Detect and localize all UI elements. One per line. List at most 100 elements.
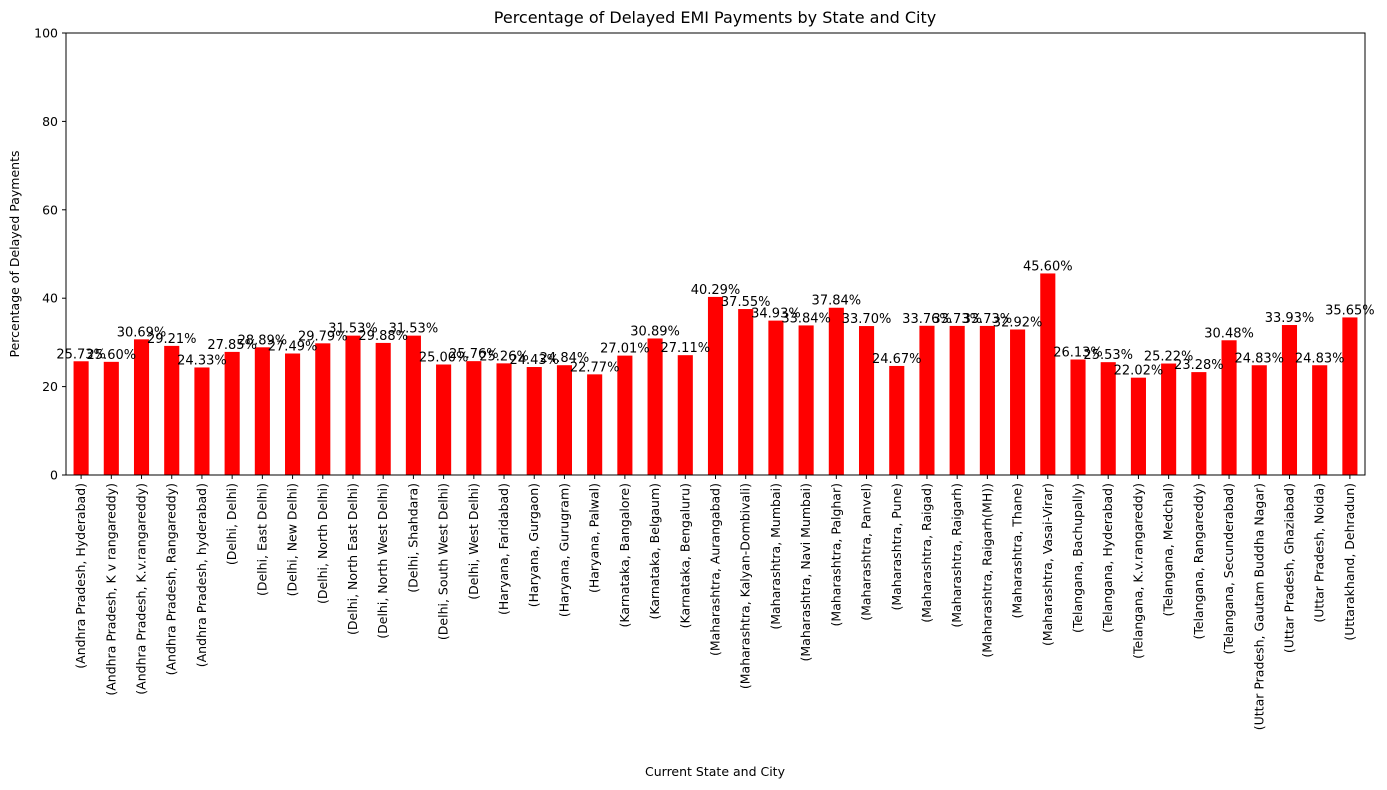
y-tick-label: 40 [42, 291, 58, 306]
x-tick-label: (Maharashtra, Raigarh) [949, 483, 964, 628]
data-label: 25.22% [1144, 350, 1194, 365]
x-tick-label: (Delhi, Delhi) [224, 483, 239, 565]
bar [1100, 362, 1116, 475]
data-label: 30.89% [630, 324, 680, 339]
data-label: 25.76% [449, 347, 499, 362]
data-label: 34.93% [751, 307, 801, 322]
data-label: 25.26% [479, 349, 529, 364]
x-tick-label: (Andhra Pradesh, K v rangareddy) [103, 483, 118, 696]
data-label: 26.13% [1053, 346, 1103, 361]
x-tick-label: (Delhi, North East Delhi) [345, 483, 360, 635]
bar [587, 374, 603, 475]
x-tick-label: (Delhi, South West Delhi) [436, 483, 451, 640]
x-tick-label: (Delhi, North West Delhi) [375, 483, 390, 639]
data-label: 25.73% [56, 347, 106, 362]
y-tick-label: 0 [50, 468, 58, 483]
data-label: 32.92% [993, 315, 1043, 330]
bar [375, 342, 391, 475]
x-tick-label: (Haryana, Gurgaon) [526, 483, 541, 607]
bar [647, 338, 663, 475]
x-tick-label: (Telangana, K.v.rangareddy) [1130, 483, 1145, 659]
x-tick-label: (Uttar Pradesh, Ghaziabad) [1281, 483, 1296, 653]
bar [738, 309, 754, 475]
data-label: 24.43% [509, 353, 559, 368]
bar [436, 364, 452, 475]
x-tick-label: (Maharashtra, Raigad) [919, 483, 934, 623]
data-label: 33.70% [842, 312, 892, 327]
x-tick-label: (Maharashtra, Pune) [889, 483, 904, 611]
y-axis-ticks: 0 20 40 60 80 100 [34, 26, 66, 483]
bars-group [73, 273, 1358, 475]
x-tick-label: (Haryana, Palwal) [587, 483, 602, 593]
data-label: 27.01% [600, 342, 650, 357]
x-tick-label: (Delhi, Shahdara) [405, 483, 420, 593]
x-tick-label: (Telangana, Hyderabad) [1100, 483, 1115, 633]
x-axis-ticks: (Andhra Pradesh, Hyderabad) (Andhra Prade… [73, 475, 1357, 730]
bar [103, 361, 119, 475]
x-tick-label: (Maharashtra, Kalyan-Dombivali) [738, 483, 753, 689]
x-tick-label: (Maharashtra, Navi Mumbai) [798, 483, 813, 661]
x-tick-label: (Maharashtra, Palghar) [828, 483, 843, 626]
data-label: 30.69% [117, 325, 167, 340]
bar [466, 361, 482, 475]
y-tick-label: 100 [34, 26, 58, 41]
bar [889, 365, 905, 475]
x-tick-label: (Telangana, Rangareddy) [1191, 483, 1206, 640]
data-label: 37.84% [812, 294, 862, 309]
x-tick-label: (Telangana, Medchal) [1161, 483, 1176, 616]
data-label: 27.11% [661, 341, 711, 356]
x-tick-label: (Karnataka, Bengaluru) [677, 483, 692, 628]
bar [707, 296, 724, 475]
data-labels-group: 25.73%25.60% 30.69%29.21% 24.33%27.85%28.8… [56, 259, 1374, 378]
data-label: 35.65% [1325, 303, 1375, 318]
data-label: 30.48% [1204, 326, 1254, 341]
x-tick-label: (Uttar Pradesh, Noida) [1312, 483, 1327, 623]
bar [73, 361, 89, 475]
bar [1191, 372, 1207, 475]
x-tick-label: (Maharashtra, Mumbai) [768, 483, 783, 630]
bar [1130, 377, 1146, 475]
bar [496, 363, 512, 475]
data-label: 27.85% [207, 338, 257, 353]
x-tick-label: (Andhra Pradesh, K.v.rangareddy) [134, 483, 149, 695]
data-label: 33.93% [1265, 311, 1315, 326]
bar [254, 347, 270, 475]
data-label: 29.79% [298, 329, 348, 344]
y-axis-label: Percentage of Delayed Payments [7, 151, 22, 358]
bar [285, 353, 301, 475]
bar [556, 365, 573, 475]
data-label: 29.88% [358, 329, 408, 344]
bar [979, 325, 995, 475]
bar [798, 325, 814, 475]
bar [1040, 273, 1056, 475]
data-label: 45.60% [1023, 259, 1073, 274]
x-tick-label: (Telangana, Secunderabad) [1221, 483, 1236, 654]
plot-frame [65, 32, 1366, 476]
bar [858, 326, 875, 475]
bar [1221, 340, 1237, 475]
data-label: 29.21% [147, 332, 197, 347]
x-tick-label: (Delhi, West Delhi) [466, 483, 481, 600]
bar [1010, 329, 1026, 475]
data-label: 24.84% [540, 351, 590, 366]
bar [1312, 365, 1328, 475]
bar [768, 320, 784, 475]
x-tick-label: (Andhra Pradesh, Hyderabad) [73, 483, 88, 669]
x-tick-label: (Telangana, Bachupally) [1070, 483, 1085, 633]
data-label: 24.83% [1234, 351, 1284, 366]
data-label: 33.76% [902, 312, 952, 327]
data-label: 25.00% [419, 351, 469, 366]
x-tick-label: (Maharashtra, Aurangabad) [708, 483, 723, 656]
bar [1342, 317, 1358, 475]
data-label: 31.53% [389, 322, 439, 337]
bar [828, 307, 844, 475]
bar [919, 325, 935, 475]
data-label: 27.49% [268, 339, 318, 354]
x-tick-label: (Maharashtra, Raigarh(MH)) [979, 483, 994, 658]
data-label: 33.73% [963, 312, 1013, 327]
data-label: 24.67% [872, 352, 922, 367]
bar [1251, 365, 1267, 475]
bar [405, 335, 421, 475]
data-label: 37.55% [721, 295, 771, 310]
